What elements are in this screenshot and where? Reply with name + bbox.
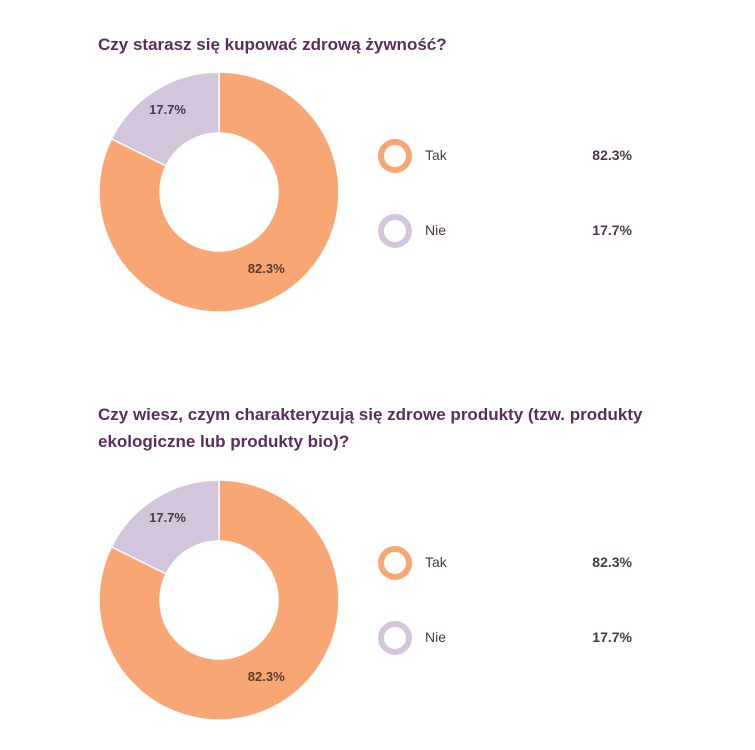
donut-slice-tak — [99, 480, 339, 720]
chart-2-legend-nie: Nie 17.7% — [378, 621, 632, 655]
legend-value: 17.7% — [592, 629, 632, 645]
chart-1-legend-nie: Nie 17.7% — [378, 214, 632, 248]
data-label: 17.7% — [149, 102, 186, 117]
legend-label: Nie — [425, 222, 447, 238]
chart-1-donut: 82.3% 17.7% — [99, 72, 339, 312]
data-label: 82.3% — [248, 669, 285, 684]
chart-2-donut: 82.3% 17.7% — [99, 480, 339, 720]
donut-slice-nie — [110, 72, 220, 167]
donut-slice-tak — [99, 72, 339, 312]
legend-marker-icon — [378, 214, 412, 248]
legend-label: Nie — [425, 629, 447, 645]
chart-2-title: Czy wiesz, czym charakteryzują się zdrow… — [98, 405, 643, 451]
legend-label: Tak — [425, 554, 447, 570]
data-label: 17.7% — [149, 510, 186, 525]
legend-label: Tak — [425, 147, 447, 163]
legend-value: 82.3% — [592, 554, 632, 570]
legend-value: 17.7% — [592, 222, 632, 238]
chart-2-legend-tak: Tak 82.3% — [378, 546, 632, 580]
chart-1-title: Czy starasz się kupować zdrową żywność? — [98, 35, 447, 54]
data-label: 82.3% — [248, 261, 285, 276]
legend-marker-icon — [378, 621, 412, 655]
legend-value: 82.3% — [592, 147, 632, 163]
chart-1-legend-tak: Tak 82.3% — [378, 139, 632, 173]
donut-slice-nie — [110, 480, 220, 575]
legend-marker-icon — [378, 546, 412, 580]
legend-marker-icon — [378, 139, 412, 173]
